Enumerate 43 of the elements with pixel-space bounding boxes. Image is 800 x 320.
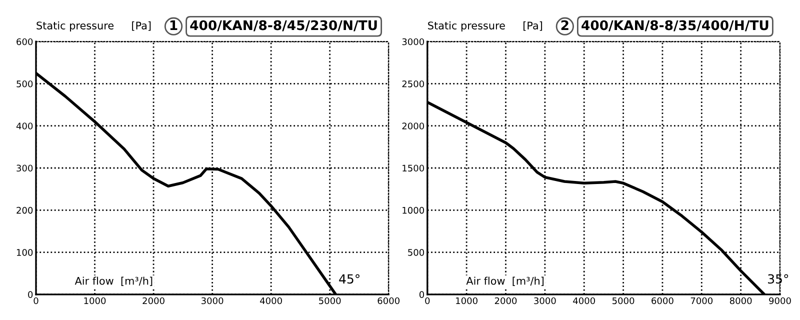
- chart-title: 1: [170, 20, 178, 30]
- y-tick-label: 600: [16, 38, 33, 46]
- x-tick-label: 8000: [730, 297, 752, 304]
- x-tick-label: 4000: [260, 297, 282, 304]
- x-tick-label: 1000: [84, 297, 106, 304]
- x-tick-label: 6000: [378, 297, 400, 304]
- y-tick-label: 3000: [402, 38, 424, 46]
- x-tick-label: 2000: [494, 297, 517, 304]
- chart-subtitle: 400/KAN/8-8/35/400/H/TU: [582, 20, 768, 32]
- y-tick-label: 500: [16, 80, 33, 88]
- annotation: 35°: [768, 274, 788, 284]
- x-tick-label: 6000: [652, 297, 674, 304]
- chart-subtitle: 400/KAN/8-8/45/230/N/TU: [190, 20, 377, 32]
- y-tick-label: 2000: [402, 122, 424, 130]
- x-tick-label: 5000: [319, 297, 341, 304]
- y-tick-label: 1000: [402, 206, 424, 214]
- x-tick-label: 0: [34, 297, 38, 304]
- x-tick-label: 5000: [612, 297, 634, 304]
- y-tick-label: 1500: [402, 164, 424, 172]
- y-tick-label: 400: [16, 122, 33, 130]
- y-tick-label: 2500: [402, 80, 424, 88]
- x-tick-label: 7000: [690, 297, 713, 304]
- chart-title: 2: [561, 20, 568, 30]
- y-tick-label: 300: [16, 164, 33, 172]
- x-tick-label: 0: [425, 297, 430, 304]
- x-tick-label: 9000: [769, 297, 791, 304]
- y-tick-label: 200: [16, 206, 33, 214]
- y-tick-label: 0: [28, 291, 33, 298]
- x-tick-label: 2000: [142, 297, 164, 304]
- y-tick-label: 500: [408, 248, 424, 256]
- x-tick-label: 1000: [456, 297, 478, 304]
- x-axis-title: Air flow [m³/h]: [466, 276, 544, 286]
- x-tick-label: 4000: [573, 297, 595, 304]
- text: [Pa]: [132, 21, 151, 31]
- y-tick-label: 100: [16, 248, 33, 256]
- text: [Pa]: [523, 21, 542, 31]
- y-axis-title: Static pressure: [428, 21, 505, 32]
- x-axis-title: Air flow [m³/h]: [74, 276, 152, 286]
- annotation: 45°: [339, 274, 360, 284]
- x-tick-label: 3000: [534, 297, 556, 304]
- x-tick-label: 3000: [202, 297, 224, 304]
- y-tick-label: 0: [419, 291, 424, 298]
- y-axis-title: Static pressure: [36, 21, 114, 32]
